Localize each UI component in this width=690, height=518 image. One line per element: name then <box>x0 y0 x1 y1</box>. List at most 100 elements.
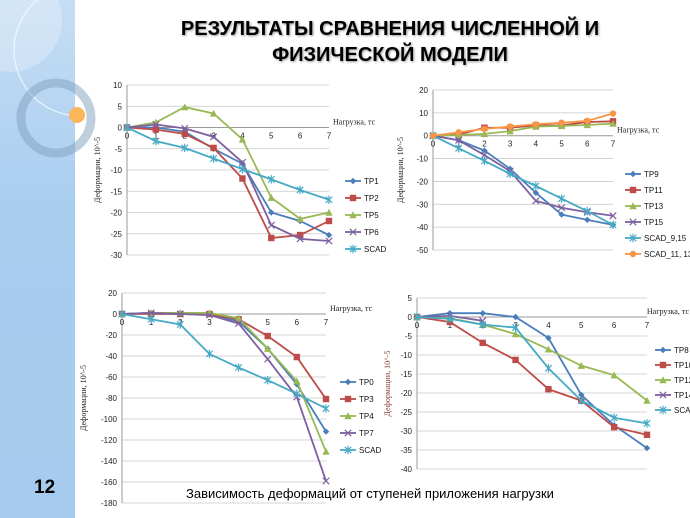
legend-marker <box>659 376 667 384</box>
data-point <box>209 154 218 163</box>
data-point <box>610 424 618 431</box>
y-tick-label: -15 <box>400 370 412 379</box>
data-point <box>147 309 155 317</box>
data-point <box>325 208 333 216</box>
legend-marker <box>659 346 667 354</box>
legend-label: TP10 <box>674 361 690 370</box>
y-tick-label: 0 <box>424 132 429 141</box>
legend-label: TP12 <box>674 376 690 385</box>
data-point <box>152 136 160 146</box>
data-point <box>264 332 271 340</box>
legend-marker <box>659 405 667 415</box>
data-point <box>296 215 304 223</box>
x-axis-label: Нагрузка, тс <box>333 118 376 127</box>
y-tick-label: -180 <box>101 499 118 508</box>
legend-label: SCAD <box>364 245 386 254</box>
series-line <box>121 312 327 433</box>
series-SCAD <box>118 309 330 413</box>
data-point <box>429 132 437 139</box>
series-line <box>126 123 330 242</box>
data-point <box>609 110 617 117</box>
data-point <box>446 314 454 324</box>
data-point <box>512 356 519 364</box>
series-SCAD_11, 13 <box>429 110 617 139</box>
data-point <box>532 197 540 205</box>
data-point <box>481 125 488 133</box>
data-point <box>558 119 565 126</box>
data-point <box>293 389 301 398</box>
data-point <box>480 151 489 159</box>
x-tick-label: 6 <box>295 318 300 327</box>
series-SCAD <box>413 312 651 428</box>
chart-4: -40-35-30-25-20-15-10-50501234567Нагрузк… <box>383 294 690 474</box>
series-line <box>432 134 614 217</box>
data-point <box>545 386 552 393</box>
y-axis-label: Деформации, 10^-5 <box>396 137 405 203</box>
y-tick-label: -30 <box>400 427 412 436</box>
data-point <box>455 129 462 136</box>
chart-3: -180-160-140-120-100-80-60-40-2002001234… <box>79 289 381 508</box>
series-line <box>127 126 330 236</box>
data-point <box>577 361 585 369</box>
y-tick-label: 20 <box>419 86 428 95</box>
legend-label: SCAD_11, 13 <box>644 250 690 259</box>
data-point <box>544 364 553 373</box>
y-tick-label: -15 <box>110 187 122 196</box>
data-point <box>511 323 520 332</box>
data-point <box>181 130 188 138</box>
legend-label: TP6 <box>364 228 379 237</box>
series-line <box>416 316 648 425</box>
data-point <box>557 194 566 203</box>
x-tick-label: 5 <box>265 318 270 327</box>
y-tick-label: -20 <box>105 331 117 340</box>
y-tick-label: -50 <box>416 246 428 255</box>
legend-label: TP2 <box>364 194 379 203</box>
data-point <box>506 123 514 130</box>
title-line-2: ФИЗИЧЕСКОЙ МОДЕЛИ <box>272 44 508 66</box>
series-TP7 <box>118 309 330 485</box>
page-title: РЕЗУЛЬТАТЫ СРАВНЕНИЯ ЧИСЛЕННОЙ И ФИЗИЧЕСК… <box>120 16 660 68</box>
legend-marker <box>349 194 357 202</box>
data-point <box>479 320 487 329</box>
data-point <box>238 164 247 174</box>
legend-marker <box>344 395 352 403</box>
x-tick-label: 7 <box>327 132 332 141</box>
data-point <box>209 109 218 117</box>
data-point <box>205 349 214 359</box>
y-tick-label: 5 <box>408 294 413 303</box>
data-point <box>455 144 463 153</box>
data-point <box>413 312 421 322</box>
legend-marker <box>629 170 637 178</box>
y-tick-label: -5 <box>405 332 413 341</box>
series-line <box>121 313 327 410</box>
series-line <box>432 120 614 137</box>
data-point <box>264 355 272 363</box>
y-axis-label: Деформации, 10^-5 <box>93 137 102 203</box>
x-tick-label: 0 <box>120 318 125 327</box>
data-point <box>532 189 540 197</box>
data-point <box>506 169 514 179</box>
y-tick-label: 10 <box>113 81 122 90</box>
legend-label: TP15 <box>644 218 664 227</box>
data-point <box>181 124 189 132</box>
data-point <box>557 204 566 212</box>
data-point <box>238 135 247 143</box>
data-point <box>176 320 184 329</box>
y-tick-label: -10 <box>110 166 122 175</box>
chart-1: -30-25-20-15-10-5051001234567Нагрузка, т… <box>93 81 386 260</box>
y-tick-label: 5 <box>118 102 123 111</box>
y-axis-label: Деформации, 10^-5 <box>79 365 88 431</box>
slide-caption: Зависимость деформаций от ступеней прило… <box>186 486 554 501</box>
x-axis-label: Нагрузка, тс <box>330 304 373 313</box>
data-point <box>532 121 540 128</box>
data-point <box>205 311 214 319</box>
data-point <box>296 235 304 243</box>
x-tick-label: 0 <box>415 321 420 330</box>
data-point <box>209 133 218 141</box>
chart-2: -50-40-30-20-100102001234567Нагрузка, тс… <box>396 86 690 259</box>
series-SCAD <box>123 123 333 204</box>
data-point <box>267 193 275 201</box>
y-tick-label: 20 <box>108 289 117 298</box>
data-point <box>545 334 552 342</box>
